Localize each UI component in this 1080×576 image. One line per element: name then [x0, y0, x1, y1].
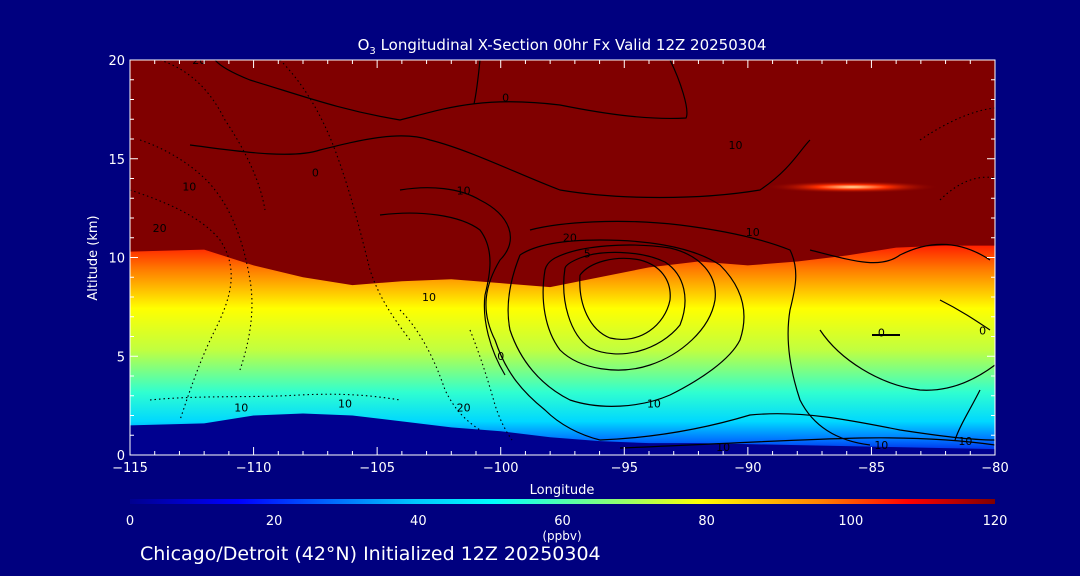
x-tick-label: −95: [611, 461, 638, 476]
contour-label: 10: [729, 139, 743, 152]
colorbar-tick-label: 40: [410, 514, 427, 529]
contour-line: [189, 135, 811, 199]
x-tick-label: −110: [236, 461, 272, 476]
x-tick-label: −90: [734, 461, 761, 476]
x-axis-label: Longitude: [530, 483, 595, 498]
x-tick-label: −85: [858, 461, 885, 476]
colorbar-tick-label: 120: [983, 514, 1008, 529]
dashed-contour-line: [279, 60, 411, 341]
colorbar: [130, 499, 995, 504]
contour-line: [599, 413, 995, 441]
contour-label: 20: [192, 54, 206, 67]
troposphere-fill: [130, 245, 995, 455]
contour-line: [542, 244, 716, 371]
colorbar-tick-label: 0: [126, 514, 134, 529]
contour-line: [954, 389, 981, 441]
contour-label: 10: [338, 398, 352, 411]
contour-label: 10: [647, 398, 661, 411]
contour-line: [379, 212, 506, 376]
contour-line: [399, 187, 601, 441]
contour-label: 0: [502, 91, 509, 104]
y-axis-label: Altitude (km): [86, 215, 101, 300]
contour-line: [939, 299, 991, 331]
contour-label: 10: [746, 226, 760, 239]
contour-label: 20: [457, 402, 471, 415]
high-ozone-band: [764, 181, 940, 193]
chart-title: O3 Longitudinal X-Section 00hr Fx Valid …: [358, 36, 767, 57]
colorbar-tick-label: 20: [266, 514, 283, 529]
contour-lines: [189, 60, 995, 449]
contour-line: [619, 437, 995, 449]
contour-line: [579, 257, 671, 340]
y-tick-label: 15: [108, 153, 125, 168]
colorbar-tick-label: 100: [838, 514, 863, 529]
y-tick-label: 10: [108, 252, 125, 267]
x-tick-label: −115: [112, 461, 148, 476]
contour-line: [473, 60, 481, 105]
contour-label: 0: [497, 350, 504, 363]
x-tick-label: −105: [359, 461, 395, 476]
contour-label: 0: [979, 325, 986, 338]
contour-label: 10: [422, 291, 436, 304]
contour-label: 0: [312, 167, 319, 180]
colorbar-tick-label: 60: [554, 514, 571, 529]
contour-line: [563, 251, 686, 355]
dashed-contour-line: [139, 139, 253, 371]
contour-label: 20: [563, 232, 577, 245]
dashed-contour-line: [159, 60, 266, 211]
y-axis: 0 5 10 15 20: [108, 54, 995, 464]
y-tick-label: 20: [108, 54, 125, 69]
contour-label: 5: [584, 248, 591, 261]
x-axis: −115 −110 −105 −100 −95 −90 −85 −80: [112, 60, 1009, 476]
contour-label: 10: [958, 435, 972, 448]
colorbar-tick-label: 80: [698, 514, 715, 529]
y-tick-label: 0: [117, 449, 125, 464]
dashed-contour-line: [130, 189, 232, 421]
contour-line: [214, 60, 688, 121]
contour-line: [507, 239, 745, 407]
y-tick-label: 5: [117, 350, 125, 365]
contour-line: [529, 220, 871, 446]
plot-area: 20 0 10 0 10 10 20 20 10 5 10 0 0 0 10 10 20 10 10 10 10: [130, 54, 995, 455]
contour-label: 10: [234, 402, 248, 415]
contour-line: [819, 329, 995, 391]
contour-labels: 20 0 10 0 10 10 20 20 10 5 10 0 0 0 10 10 20 10 10 10 10: [153, 54, 986, 454]
dashed-contour-lines: [130, 60, 995, 441]
forecast-caption: Chicago/Detroit (42°N) Initialized 12Z 2…: [140, 543, 601, 565]
ground-fill: [130, 413, 995, 455]
contour-label: 20: [153, 222, 167, 235]
contour-label: 10: [182, 180, 196, 193]
colorbar-unit-label: (ppbv): [542, 529, 581, 543]
contour-label: 10: [874, 439, 888, 452]
dashed-contour-line: [399, 309, 481, 431]
contour-line: [809, 243, 991, 264]
dashed-contour-line: [149, 393, 401, 401]
x-tick-label: −100: [483, 461, 519, 476]
colorbar-ticks: 0 20 40 60 80 100 120: [126, 514, 1008, 529]
contour-label: 10: [716, 441, 730, 454]
dashed-contour-line: [919, 107, 995, 141]
contour-label: 0: [878, 327, 885, 340]
x-tick-label: −80: [981, 461, 1008, 476]
contour-label: 10: [457, 184, 471, 197]
